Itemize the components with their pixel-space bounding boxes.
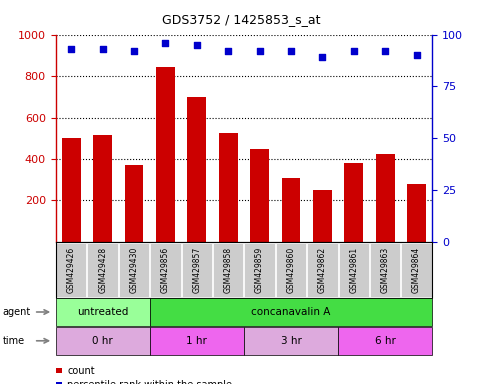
Point [130,48,138,54]
Text: time: time [2,336,25,346]
Bar [344,163,363,242]
Bar [250,149,269,242]
Bar [219,133,238,242]
Text: 1 hr: 1 hr [186,336,207,346]
Text: GSM429857: GSM429857 [192,247,201,293]
Text: GSM429426: GSM429426 [67,247,76,293]
Text: GSM429858: GSM429858 [224,247,233,293]
Text: GSM429428: GSM429428 [98,247,107,293]
Text: percentile rank within the sample: percentile rank within the sample [67,380,232,384]
Text: untreated: untreated [77,307,128,317]
Bar [313,190,332,242]
Bar [407,184,426,242]
Point [193,42,201,48]
Text: concanavalin A: concanavalin A [251,307,331,317]
Text: GSM429856: GSM429856 [161,247,170,293]
Point [319,54,327,60]
Bar [187,97,206,242]
Bar [156,67,175,242]
Bar [376,154,395,242]
Bar [93,135,112,242]
Text: 0 hr: 0 hr [92,336,113,346]
Point [412,52,420,58]
Point [350,48,357,54]
Point [287,48,295,54]
Bar [282,178,300,242]
Text: 3 hr: 3 hr [281,336,301,346]
Text: GSM429860: GSM429860 [286,247,296,293]
Text: count: count [67,366,95,376]
Text: GSM429430: GSM429430 [129,247,139,293]
Point [256,48,264,54]
Point [99,46,107,52]
Text: GSM429859: GSM429859 [255,247,264,293]
Text: GSM429864: GSM429864 [412,247,421,293]
Point [68,46,75,52]
Bar [62,138,81,242]
Text: GSM429863: GSM429863 [381,247,390,293]
Point [161,40,170,46]
Bar [125,165,143,242]
Point [382,48,389,54]
Text: GSM429861: GSM429861 [349,247,358,293]
Text: agent: agent [2,307,30,317]
Text: GDS3752 / 1425853_s_at: GDS3752 / 1425853_s_at [162,13,321,26]
Text: 6 hr: 6 hr [375,336,396,346]
Point [224,48,232,54]
Text: GSM429862: GSM429862 [318,247,327,293]
